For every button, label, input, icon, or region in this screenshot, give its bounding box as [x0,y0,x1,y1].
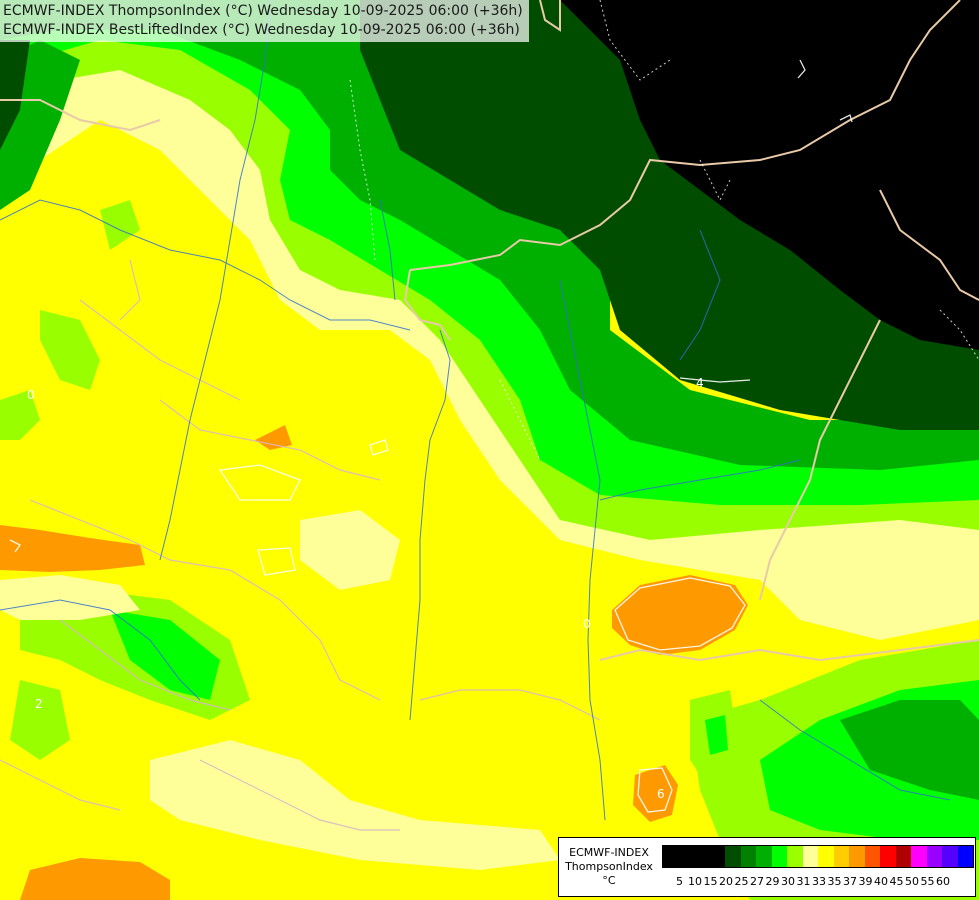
map-title-line-1: ECMWF-INDEX ThompsonIndex (°C) Wednesday… [3,3,523,19]
legend-swatch [849,846,865,867]
isolines [9,59,853,813]
legend-tick-label: 50 [905,875,919,888]
map-label-4: 4 [696,376,704,390]
legend-label-unit: °C [602,874,616,887]
rivers [0,0,951,821]
legend-tick-label: 37 [843,875,857,888]
field-mid-green-se [840,700,979,800]
legend-tick-label: 27 [750,875,764,888]
field-orange-sw [20,858,170,900]
legend-swatch [957,846,973,867]
legend-swatch [864,846,880,867]
legend-swatch [942,846,958,867]
legend-swatch [678,846,694,867]
field-lime-w2 [0,390,40,440]
field-left-dark [0,40,30,150]
legend-swatch [926,846,942,867]
legend-swatch [756,846,772,867]
color-legend: ECMWF-INDEX ThompsonIndex °C 5 10 15 20 25 27… [558,837,976,897]
legend-swatch [895,846,911,867]
legend-tick-label: 15 [703,875,718,888]
map-title-line-2: ECMWF-INDEX BestLiftedIndex (°C) Wednesd… [3,22,520,38]
legend-swatch [709,846,725,867]
field-green-sw [110,610,220,700]
map-label-2: 2 [35,697,43,711]
map-label-6: 6 [657,787,665,801]
legend-tick-label: 10 [688,875,702,888]
legend-tick-label: 5 [676,875,683,888]
legend-tick-label: 31 [796,875,811,888]
field-light-yellow-s [150,740,560,870]
legend-tick-label: 20 [719,875,733,888]
legend-label-parameter: ThompsonIndex [565,860,653,873]
legend-swatch [740,846,756,867]
field-orange-w [0,525,145,572]
field-lime-w3 [10,680,70,760]
field-black [560,0,979,350]
legend-swatch [911,846,927,867]
legend-tick-label: 40 [874,875,888,888]
field-mid-green [0,0,979,470]
legend-tick-label: 60 [936,875,950,888]
legend-swatch [787,846,803,867]
map-title-box: ECMWF-INDEX ThompsonIndex (°C) Wednesday… [0,0,529,42]
legend-swatch [771,846,787,867]
field-lime-w [40,310,100,390]
legend-swatch [663,846,679,867]
region-borders [0,259,601,831]
legend-ticks: 5 10 15 20 25 27 29 30 31 33 35 37 39 40 45 50 55 60 [662,875,972,889]
legend-tick-label: 55 [920,875,935,888]
legend-tick-label: 30 [781,875,795,888]
field-light-yellow-c [300,510,400,590]
legend-swatch [802,846,818,867]
legend-tick-label: 33 [812,875,826,888]
country-borders [0,0,979,662]
legend-swatch [694,846,710,867]
legend-swatch [880,846,896,867]
field-orange-center [612,575,748,655]
map-label-0-center: 0 [583,617,591,631]
legend-swatch [833,846,849,867]
field-lime-nw [100,200,140,250]
legend-tick-label: 39 [858,875,873,888]
legend-tick-label: 35 [827,875,842,888]
legend-swatch [818,846,834,867]
legend-color-bar [662,845,974,868]
legend-tick-label: 45 [889,875,904,888]
map-label-0: 0 [27,388,35,402]
legend-label: ECMWF-INDEX ThompsonIndex °C [559,838,659,896]
field-green-se2 [705,715,728,755]
legend-label-model: ECMWF-INDEX [569,846,649,859]
isolines-dotted [349,0,979,461]
field-orange-small [255,425,292,450]
legend-tick-label: 29 [765,875,780,888]
legend-swatch [725,846,741,867]
legend-tick-label: 25 [734,875,749,888]
